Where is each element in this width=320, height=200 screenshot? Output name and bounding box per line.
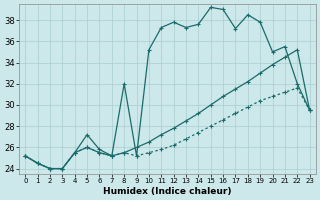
X-axis label: Humidex (Indice chaleur): Humidex (Indice chaleur) [103,187,232,196]
